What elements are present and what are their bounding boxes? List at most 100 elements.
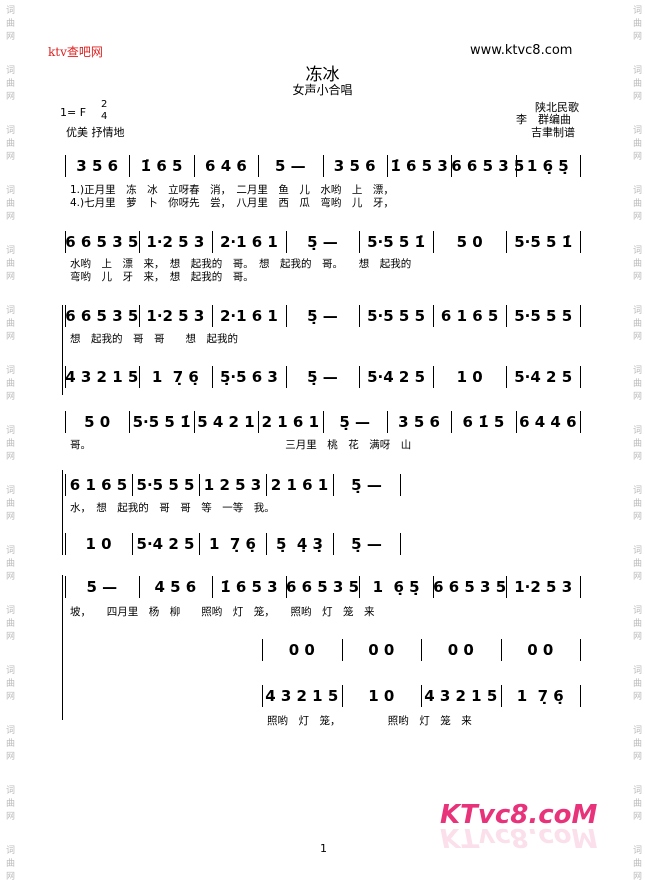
measure: 5 0 <box>84 413 111 431</box>
measure: 1 7̣ 6̣ <box>151 368 199 386</box>
barline <box>580 411 581 433</box>
watermark: 词曲网 <box>4 365 14 404</box>
title: 冻冰 <box>305 65 340 85</box>
barline <box>65 366 66 388</box>
watermark: 词曲网 <box>4 785 14 824</box>
lyric: 哥。 三月里 桃 花 满呀 山 <box>70 439 412 451</box>
measure: 1 6̣ 5̣ <box>372 578 420 596</box>
barline <box>333 474 334 496</box>
barline <box>359 305 361 327</box>
barline <box>138 231 140 253</box>
measure: 1 2 5 3 <box>203 476 262 494</box>
barline <box>212 576 214 598</box>
measure: 5·4 2 5 <box>367 368 425 386</box>
measure: 1·2 5 3 <box>146 307 205 325</box>
credit: 李 群编曲 <box>516 113 571 126</box>
measure: 5·5 5 1̇ <box>367 233 425 251</box>
barline <box>65 231 66 253</box>
measure: 6 4 4 6 <box>519 413 577 431</box>
lyric: 照哟 灯 笼， 照哟 灯 笼 来 <box>267 715 472 727</box>
watermark: 词曲网 <box>4 665 14 704</box>
barline <box>359 231 361 253</box>
measure: 3 5 6 <box>398 413 440 431</box>
watermark: 词曲网 <box>4 185 14 224</box>
barline <box>580 155 581 177</box>
credit: 陕北民歌 <box>535 101 579 114</box>
measure: 5̣ 4̣ 3̣ <box>276 535 323 553</box>
barline <box>333 533 334 555</box>
barline <box>285 231 287 253</box>
measure: 1 7̣ 6̣ <box>516 687 564 705</box>
watermark: 词曲网 <box>4 485 14 524</box>
measure: 4 3 2 1 5 <box>424 687 498 705</box>
measure: 0 0 <box>527 641 554 659</box>
barline <box>500 639 502 661</box>
barline <box>65 411 66 433</box>
page-number: 1 <box>320 842 327 855</box>
barline <box>432 366 434 388</box>
watermark: 词曲网 <box>4 5 14 44</box>
barline <box>580 685 581 707</box>
barline <box>138 576 140 598</box>
measure: 5 — <box>86 578 118 596</box>
measure: 0 0 <box>447 641 474 659</box>
measure: 5̣ — <box>351 476 382 494</box>
measure: 2 1 6 1 <box>270 476 329 494</box>
barline <box>400 474 401 496</box>
measure: 3 5 6 <box>76 157 119 175</box>
measure: 5 4 2 1 <box>197 413 255 431</box>
barline <box>212 305 214 327</box>
watermark: 词曲网 <box>631 65 641 104</box>
watermark: 词曲网 <box>631 365 641 404</box>
watermark: 词曲网 <box>631 125 641 164</box>
measure: 5·5 5 1̇ <box>132 413 191 431</box>
barline <box>341 639 343 661</box>
measure: 5̣·5 6 3 <box>219 368 278 386</box>
measure: 0 0 <box>368 641 395 659</box>
measure: 6 1̇ 5 <box>462 413 505 431</box>
watermark: 词曲网 <box>4 65 14 104</box>
system-bracket <box>62 575 63 720</box>
measure: 1 0 <box>85 535 112 553</box>
barline <box>322 411 324 433</box>
system-bracket <box>62 470 63 555</box>
barline <box>129 155 131 177</box>
barline <box>580 231 581 253</box>
measure: 5·5 5 5 <box>367 307 425 325</box>
barline <box>580 305 581 327</box>
barline <box>138 305 140 327</box>
lyric: 1.)正月里 冻 冰 立呀春 消， 二月里 鱼 儿 水哟 上 漂， <box>70 184 394 196</box>
barline <box>266 533 267 555</box>
barline <box>451 155 453 177</box>
measure: 2·1 6 1 <box>219 233 278 251</box>
watermark: 词曲网 <box>4 725 14 764</box>
watermark: 词曲网 <box>631 845 641 884</box>
barline <box>266 474 267 496</box>
system-bracket <box>62 305 63 395</box>
barline <box>262 639 263 661</box>
measure: 5·4 2 5 <box>514 368 573 386</box>
barline <box>506 576 508 598</box>
measure: 5̣ — <box>307 307 338 325</box>
barline <box>400 533 401 555</box>
measure: 5̣ — <box>307 233 338 251</box>
barline <box>580 576 581 598</box>
watermark: 词曲网 <box>631 725 641 764</box>
measure: 5̣ — <box>339 413 371 431</box>
lyric: 水， 想 起我的 哥 哥 等 一等 我。 <box>70 502 275 514</box>
barline <box>285 366 287 388</box>
barline <box>506 305 508 327</box>
measure: 5·4 2 5 <box>136 535 195 553</box>
barline <box>212 231 214 253</box>
barline <box>432 576 434 598</box>
lyric: 水哟 上 漂 来， 想 起我的 哥。 想 起我的 哥。 想 起我的 <box>70 258 412 270</box>
measure: 2 1 6 1 <box>261 413 320 431</box>
measure: 6 6 5 3 5 <box>285 578 360 596</box>
measure: 4 5 6 <box>154 578 197 596</box>
barline <box>285 576 287 598</box>
measure: 6 6 5 3 5 <box>433 578 507 596</box>
barline <box>515 411 517 433</box>
time-top: 2 <box>101 99 108 110</box>
measure: 6 6 5 3 5 <box>451 157 525 175</box>
